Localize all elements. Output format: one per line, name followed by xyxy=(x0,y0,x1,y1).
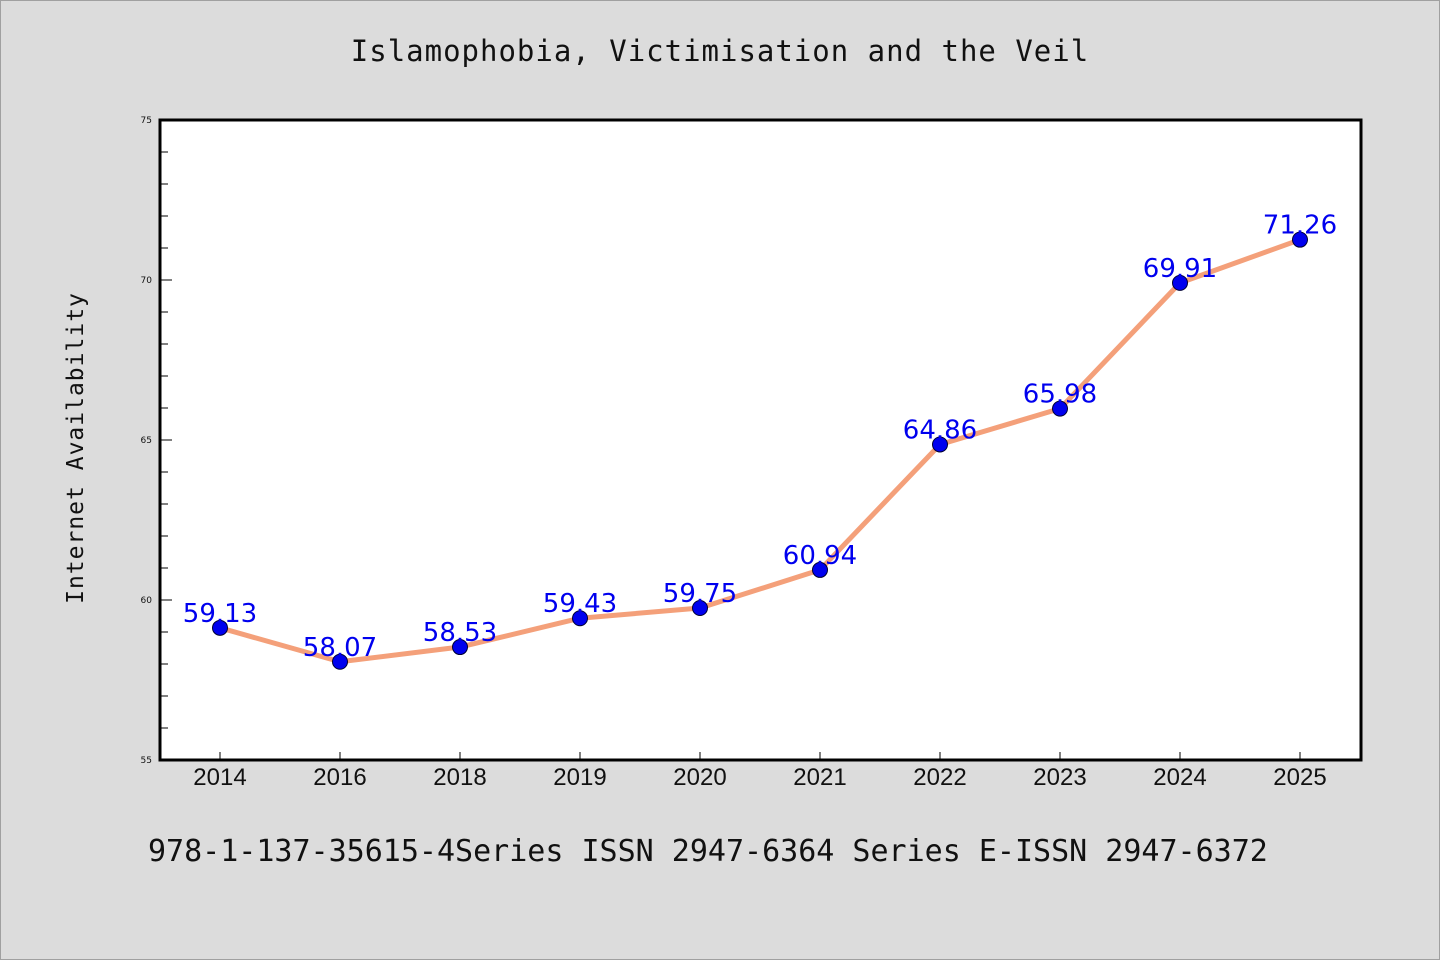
data-label: 59.43 xyxy=(543,589,617,619)
data-label: 64.86 xyxy=(903,415,977,445)
y-tick-label: 60 xyxy=(141,596,153,606)
chart-title: Islamophobia, Victimisation and the Veil xyxy=(350,34,1090,68)
y-axis-ticks: 55 60 65 70 75 xyxy=(141,116,172,766)
y-tick-label: 65 xyxy=(141,436,152,446)
data-label: 65.98 xyxy=(1023,380,1097,410)
data-labels: 59.13 58.07 58.53 59.43 59.75 60.94 64.86 65.98… xyxy=(183,211,1337,663)
plot-area xyxy=(158,118,1363,762)
data-markers xyxy=(212,231,1308,670)
x-tick-label: 2019 xyxy=(553,764,606,791)
data-point xyxy=(692,600,708,616)
data-label: 60.94 xyxy=(783,541,857,571)
data-point xyxy=(1172,274,1188,291)
data-point xyxy=(1052,400,1068,417)
data-point xyxy=(812,561,828,578)
x-tick-label: 2020 xyxy=(673,764,726,791)
data-point xyxy=(1292,231,1308,248)
x-tick-label: 2023 xyxy=(1033,764,1086,791)
data-point xyxy=(332,653,348,670)
data-point xyxy=(932,436,948,453)
footer-isbn-text: 978-1-137-35615-4Series ISSN 2947-6364 S… xyxy=(148,834,1268,869)
x-tick-label: 2025 xyxy=(1273,764,1326,791)
y-tick-label: 75 xyxy=(141,116,152,126)
data-point xyxy=(572,610,588,627)
x-axis-ticks: 2014 2016 2018 2019 2020 2021 2022 2023 2024 2025 xyxy=(193,752,1327,791)
data-point xyxy=(452,639,468,656)
x-tick-label: 2024 xyxy=(1153,764,1206,791)
data-label: 58.53 xyxy=(423,618,497,648)
x-tick-label: 2016 xyxy=(313,764,366,791)
x-tick-label: 2021 xyxy=(793,764,846,791)
data-label: 71.26 xyxy=(1263,211,1337,241)
data-label: 59.75 xyxy=(663,579,737,609)
y-tick-label: 70 xyxy=(141,276,153,286)
series-line xyxy=(217,237,1303,665)
x-tick-label: 2014 xyxy=(193,764,246,791)
data-label: 59.13 xyxy=(183,599,257,629)
x-tick-label: 2022 xyxy=(913,764,966,791)
y-tick-label: 55 xyxy=(141,756,152,766)
data-point xyxy=(212,619,228,636)
data-label: 69.91 xyxy=(1143,254,1217,284)
data-label: 58.07 xyxy=(303,633,377,663)
x-tick-label: 2018 xyxy=(433,764,486,791)
